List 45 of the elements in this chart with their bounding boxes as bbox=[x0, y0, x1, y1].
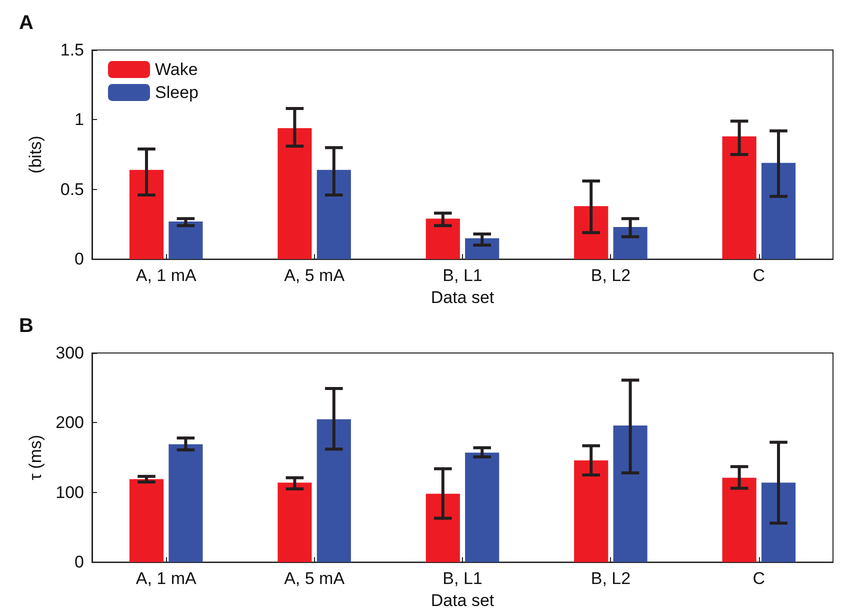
x-tick-label: C bbox=[752, 266, 766, 286]
x-tick-label: A, 5 mA bbox=[284, 569, 346, 588]
x-tick-label: B, L2 bbox=[590, 266, 631, 286]
y-tick-label: 200 bbox=[56, 413, 84, 432]
legend-label: Sleep bbox=[155, 83, 198, 102]
bar bbox=[722, 136, 756, 260]
y-tick-label: 0 bbox=[74, 552, 84, 572]
chart-title: B bbox=[19, 315, 34, 337]
x-tick-label: A, 5 mA bbox=[284, 266, 346, 286]
bar bbox=[168, 221, 203, 260]
bar bbox=[316, 419, 351, 562]
bar bbox=[129, 479, 164, 562]
x-tick-label: C bbox=[752, 569, 766, 588]
y-tick-label: 100 bbox=[56, 482, 84, 502]
x-tick-label: B, L1 bbox=[442, 266, 482, 286]
bar bbox=[168, 444, 203, 562]
x-axis-title: Data set bbox=[430, 591, 494, 610]
bar bbox=[278, 482, 312, 562]
legend-label: Wake bbox=[155, 60, 198, 79]
x-tick-label: B, L1 bbox=[442, 569, 482, 588]
y-axis-title: τ (ms) bbox=[26, 434, 45, 480]
y-tick-label: 1 bbox=[74, 110, 84, 130]
x-axis-title: Data set bbox=[430, 288, 494, 307]
bar bbox=[129, 170, 164, 260]
bar bbox=[316, 170, 351, 260]
y-tick-label: 1.5 bbox=[60, 40, 84, 60]
x-tick-label: B, L2 bbox=[590, 569, 631, 588]
bar bbox=[722, 478, 756, 562]
chart-title: A bbox=[19, 12, 34, 34]
y-tick-label: 0 bbox=[74, 250, 84, 269]
x-tick-label: A, 1 mA bbox=[136, 569, 197, 588]
bar bbox=[574, 460, 608, 562]
bar bbox=[574, 206, 608, 260]
bar bbox=[426, 218, 460, 260]
bar bbox=[465, 452, 500, 562]
bar bbox=[278, 128, 312, 260]
y-tick-label: 300 bbox=[56, 344, 84, 362]
x-tick-label: A, 1 mA bbox=[136, 266, 197, 286]
bar bbox=[613, 425, 648, 562]
bar bbox=[761, 482, 796, 562]
bar bbox=[761, 162, 796, 260]
bar bbox=[613, 227, 648, 260]
y-tick-label: 0.5 bbox=[60, 180, 84, 199]
y-axis-title: (bits) bbox=[26, 136, 45, 174]
bar bbox=[426, 494, 460, 562]
